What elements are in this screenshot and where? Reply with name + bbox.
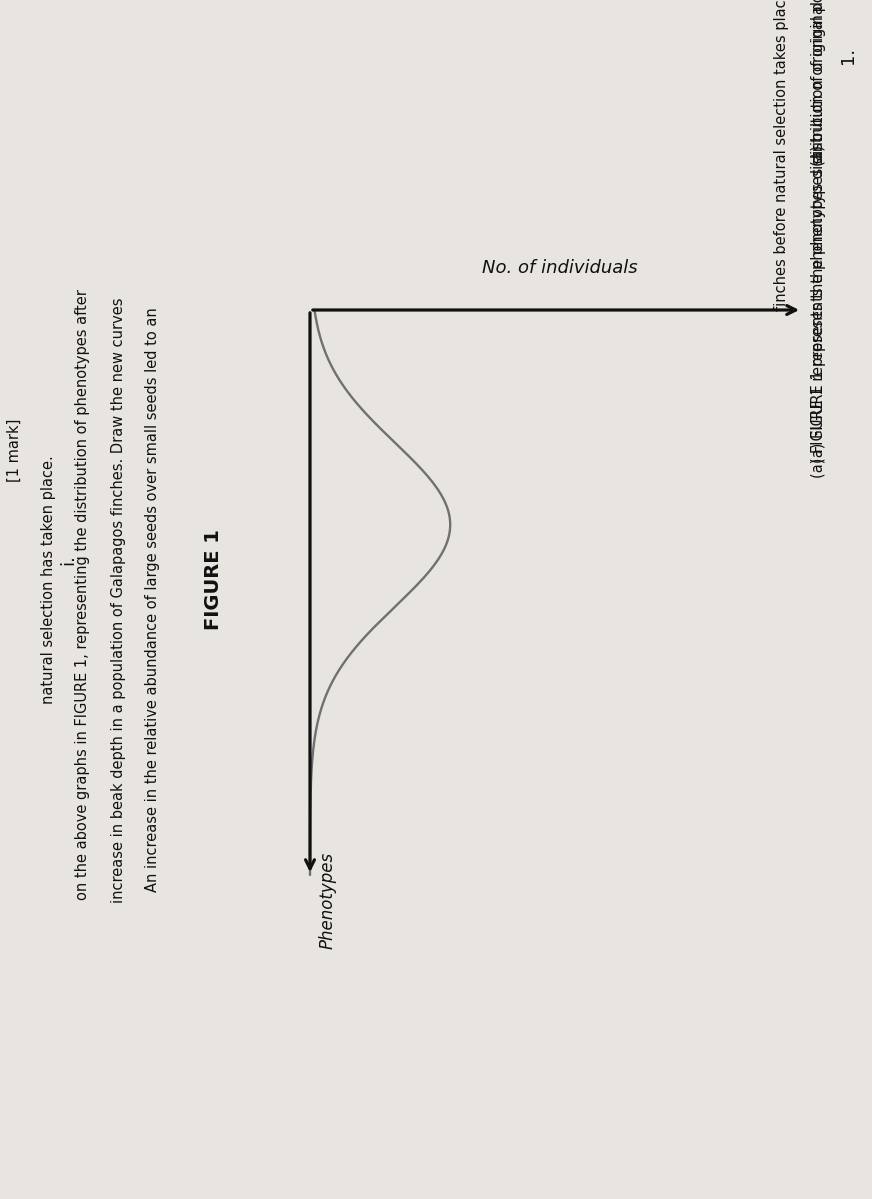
- Text: on the above graphs in FIGURE 1, representing the distribution of phenotypes aft: on the above graphs in FIGURE 1, represe…: [76, 290, 91, 900]
- Text: (a) ​FIGURE 1​ represents the phenotypes distribution of original population of : (a) ​FIGURE 1​ represents the phenotypes…: [810, 0, 826, 463]
- Text: FIGURE 1: FIGURE 1: [203, 530, 222, 631]
- Text: natural selection has taken place.: natural selection has taken place.: [40, 456, 56, 704]
- Text: Phenotypes: Phenotypes: [319, 851, 337, 948]
- Text: 1.: 1.: [839, 47, 857, 64]
- Text: No. of individuals: No. of individuals: [482, 259, 637, 277]
- Text: An increase in the relative abundance of large seeds over small seeds led to an: An increase in the relative abundance of…: [146, 308, 160, 892]
- Text: (a): (a): [810, 140, 826, 165]
- Text: finches before natural selection takes place.: finches before natural selection takes p…: [773, 0, 788, 311]
- Text: (a) FIGURE 1 represents the phenotypes distribution of original population of Ga: (a) FIGURE 1 represents the phenotypes d…: [810, 0, 826, 477]
- Text: i.: i.: [59, 555, 77, 566]
- Text: [1 mark]: [1 mark]: [6, 418, 22, 482]
- Text: increase in beak depth in a population of Galapagos finches. Draw the new curves: increase in beak depth in a population o…: [111, 297, 126, 903]
